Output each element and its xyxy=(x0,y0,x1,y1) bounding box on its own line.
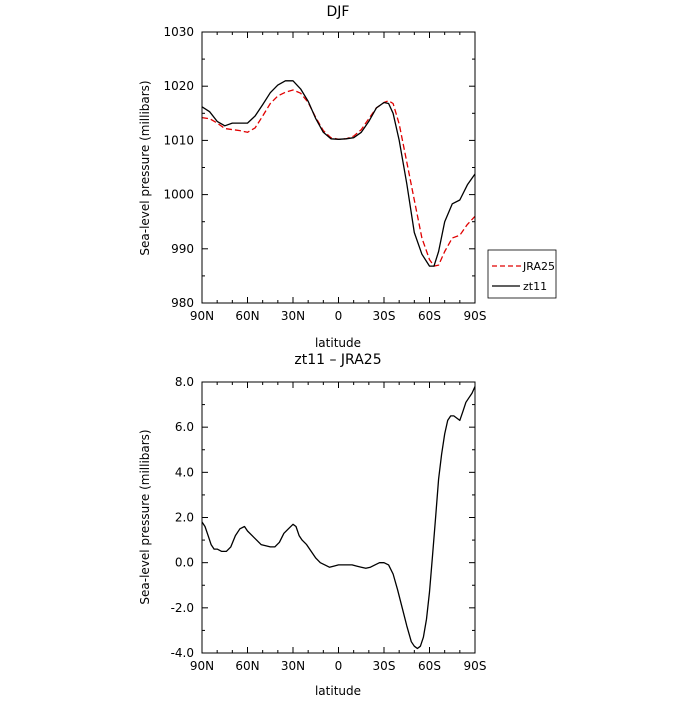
panel-bottom-xlabel: latitude xyxy=(315,684,361,698)
panel-top-frame xyxy=(201,31,476,304)
panel-top-ylabel: Sea-level pressure (millibars) xyxy=(138,80,152,255)
panel-bottom-ytick-label: 2.0 xyxy=(175,511,194,525)
panel-top-series-zt11-line xyxy=(201,80,476,267)
panel-top-series-jra25-line xyxy=(201,89,476,267)
panel-bottom-ytick-label: -4.0 xyxy=(171,646,194,660)
legend: JRA25 zt11 xyxy=(487,249,557,299)
panel-bottom-xtick-label: 30S xyxy=(373,659,396,673)
panel-bottom-ytick-label: 6.0 xyxy=(175,420,194,434)
panel-top-ytick-label: 1000 xyxy=(163,188,194,202)
panel-bottom-xtick-label: 90N xyxy=(190,659,214,673)
panel-bottom-xtick-label: 60S xyxy=(418,659,441,673)
panel-bottom-series xyxy=(201,386,476,650)
panel-top-xlabel: latitude xyxy=(315,336,361,350)
panel-top-ytick-label: 1010 xyxy=(163,133,194,147)
legend-jra25-label: JRA25 xyxy=(522,260,555,273)
panel-top-xtick-label: 90S xyxy=(464,309,487,323)
panel-bottom-title: zt11 – JRA25 xyxy=(294,352,381,368)
panel-top-xtick-label: 60N xyxy=(235,309,259,323)
panel-bottom-frame xyxy=(201,381,476,654)
panel-bottom-xtick-label: 60N xyxy=(235,659,259,673)
panel-bottom-xtick-label: 0 xyxy=(335,659,343,673)
panel-top: DJF Sea-level pressure (millibars) latit… xyxy=(138,4,557,350)
panel-top-xtick-label: 30S xyxy=(373,309,396,323)
panel-top-ytick-label: 980 xyxy=(171,296,194,310)
panel-top-title: DJF xyxy=(327,4,350,20)
panel-top-series xyxy=(201,80,476,267)
panel-bottom-ytick-label: 8.0 xyxy=(175,375,194,389)
panel-bottom-ytick-label: -2.0 xyxy=(171,601,194,615)
panel-bottom-ytick-label: 4.0 xyxy=(175,465,194,479)
legend-box xyxy=(487,249,557,299)
panel-bottom: zt11 – JRA25 Sea-level pressure (milliba… xyxy=(138,352,486,698)
panel-top-xtick-label: 30N xyxy=(281,309,305,323)
panel-bottom-xtick-label: 30N xyxy=(281,659,305,673)
panel-top-xtick-label: 90N xyxy=(190,309,214,323)
panel-bottom-xtick-label: 90S xyxy=(464,659,487,673)
panel-top-xtick-label: 60S xyxy=(418,309,441,323)
panel-top-ytick-label: 1020 xyxy=(163,79,194,93)
panel-top-ytick-label: 990 xyxy=(171,242,194,256)
panel-bottom-axes: 90N 60N 30N 0 30S 60S 90S -4.0 -2.0 0.0 2.0 4.0 6.0 8… xyxy=(171,375,487,673)
legend-zt11-label: zt11 xyxy=(523,280,547,293)
panel-bottom-ytick-label: 0.0 xyxy=(175,556,194,570)
panel-bottom-series-diff-line xyxy=(201,386,476,650)
panel-bottom-ylabel: Sea-level pressure (millibars) xyxy=(138,429,152,604)
panel-top-axes: 90N 60N 30N 0 30S 60S 90S 980 990 1000 1010 1020 103… xyxy=(163,25,486,323)
panel-top-ytick-label: 1030 xyxy=(163,25,194,39)
panel-top-xtick-label: 0 xyxy=(335,309,343,323)
